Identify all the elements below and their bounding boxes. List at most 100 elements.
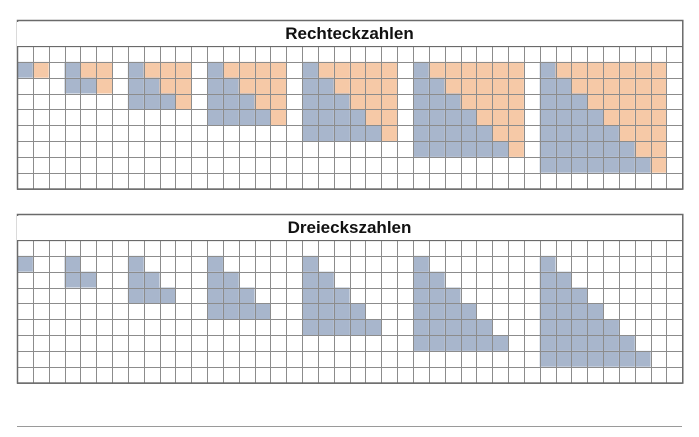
rectangle-pattern-n7 [539,61,667,173]
orange-cell [476,61,493,78]
blue-cell [603,141,619,157]
blue-cell [222,287,239,304]
blue-cell [333,109,350,126]
orange-cell [381,77,398,94]
blue-cell [333,93,350,110]
blue-cell [143,93,160,110]
panel-rectangle [16,19,684,190]
orange-cell [618,77,635,94]
orange-cell [96,61,113,78]
blue-cell [207,61,223,78]
blue-cell [587,141,604,157]
orange-cell [650,125,667,142]
blue-cell [603,350,619,367]
blue-cell [539,319,556,336]
orange-cell [333,77,350,94]
blue-cell [238,287,255,304]
blue-cell [127,271,144,288]
orange-cell [618,125,635,142]
blue-cell [571,141,588,157]
blue-cell [349,319,366,336]
orange-cell [80,61,97,78]
blue-cell [555,319,572,336]
orange-cell [508,109,524,126]
blue-cell [571,319,588,336]
orange-cell [222,61,239,78]
blue-cell [222,93,239,110]
blue-cell [127,287,144,304]
orange-cell [603,93,619,110]
blue-cell [587,109,604,126]
orange-cell [492,61,509,78]
blue-cell [365,125,382,142]
blue-cell [333,125,350,142]
blue-cell [476,319,493,336]
orange-cell [270,77,287,94]
blue-cell [444,125,461,142]
blue-cell [413,271,429,288]
orange-cell [159,77,176,94]
orange-cell [381,125,398,142]
blue-cell [539,255,556,272]
orange-cell [365,61,382,78]
blue-cell [571,350,588,367]
blue-cell [460,109,477,126]
blue-cell [413,319,429,336]
blue-cell [444,287,461,304]
blue-cell [207,287,223,304]
blue-cell [238,303,255,320]
orange-cell [634,61,651,78]
orange-cell [508,125,524,142]
blue-cell [413,303,429,320]
orange-cell [381,109,398,126]
blue-cell [207,109,223,126]
blue-cell [302,77,318,94]
rectangle-pattern-n1 [17,61,49,78]
orange-cell [238,61,255,78]
orange-cell [587,77,604,94]
orange-cell [381,61,398,78]
blue-cell [317,319,334,336]
blue-cell [555,77,572,94]
blue-cell [539,125,556,142]
bottom-frame-strip [17,426,682,431]
blue-cell [444,109,461,126]
blue-cell [64,77,81,94]
orange-cell [175,61,192,78]
blue-cell [317,93,334,110]
blue-cell [238,109,255,126]
orange-cell [254,93,271,110]
blue-cell [555,141,572,157]
orange-cell [333,61,350,78]
blue-cell [539,77,556,94]
blue-cell [349,303,366,320]
blue-cell [127,255,144,272]
triangle-pattern-n7 [539,255,651,367]
blue-cell [539,156,556,173]
blue-cell [222,303,239,320]
blue-cell [207,93,223,110]
blue-cell [317,125,334,142]
blue-cell [428,335,445,351]
blue-cell [587,319,604,336]
blue-cell [143,271,160,288]
blue-cell [460,335,477,351]
blue-cell [17,61,33,78]
orange-cell [650,61,667,78]
blue-cell [587,125,604,142]
blue-cell [207,303,223,320]
blue-cell [539,350,556,367]
blue-cell [413,141,429,157]
blue-cell [444,93,461,110]
orange-cell [634,77,651,94]
panel-frame [16,213,684,384]
panel-triangle [16,213,684,384]
blue-cell [555,271,572,288]
blue-cell [539,287,556,304]
orange-cell [508,93,524,110]
grid-lines [17,240,683,384]
blue-cell [555,93,572,110]
orange-cell [603,77,619,94]
orange-cell [618,109,635,126]
blue-cell [618,141,635,157]
